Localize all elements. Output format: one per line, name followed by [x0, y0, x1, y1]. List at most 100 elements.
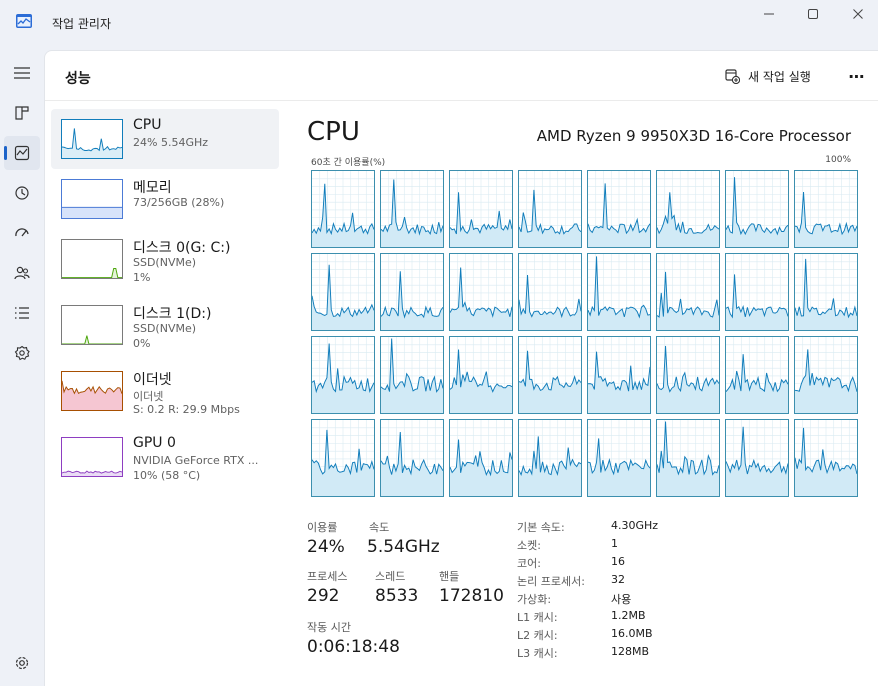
usage-label: 이용률: [307, 521, 338, 534]
nav-services[interactable]: [4, 336, 40, 370]
nav-app-history[interactable]: [4, 176, 40, 210]
minimize-icon: [764, 13, 774, 15]
resource-name: 디스크 0(G: C:): [133, 240, 231, 256]
info-value: 16.0MB: [611, 627, 653, 640]
logical-processor-graph: [656, 419, 720, 497]
info-value: 32: [611, 573, 625, 586]
close-button[interactable]: [843, 4, 873, 24]
graph-caption: 60초 간 이용률(%): [311, 158, 386, 168]
resource-name: 디스크 1(D:): [133, 306, 212, 322]
info-label: 기본 속도:: [517, 521, 565, 534]
logical-processor-graph: [518, 336, 582, 414]
settings-icon: [15, 656, 29, 670]
info-label: L2 캐시:: [517, 629, 558, 642]
nav-users[interactable]: [4, 256, 40, 290]
info-value: 사용: [611, 593, 632, 606]
logical-processor-graph: [311, 419, 375, 497]
resource-item-disk-1[interactable]: 디스크 1(D:) SSD(NVMe) 0%: [51, 295, 279, 355]
resource-usage: 0%: [133, 337, 151, 350]
logical-processor-graph: [449, 170, 513, 248]
more-options-button[interactable]: ⋯: [848, 66, 866, 86]
resource-name: GPU 0: [133, 435, 176, 451]
memory-thumbnail-graph: [61, 179, 123, 219]
logical-processor-graph: [587, 336, 651, 414]
nav-menu-button[interactable]: [4, 56, 40, 90]
logical-processor-graph: [794, 253, 858, 331]
app-title: 작업 관리자: [52, 17, 112, 31]
page-title: 성능: [65, 71, 91, 87]
resource-item-cpu[interactable]: CPU 24% 5.54GHz: [51, 109, 279, 169]
handles-label: 핸들: [439, 570, 460, 583]
resource-name: 이더넷: [133, 372, 172, 388]
graph-max-label: 100%: [825, 155, 851, 165]
details-icon: [15, 307, 29, 319]
page-header: 성능 새 작업 실행 ⋯: [45, 51, 878, 101]
logical-processor-graph: [794, 419, 858, 497]
logical-processor-graph: [518, 170, 582, 248]
uptime-label: 작동 시간: [307, 621, 351, 634]
resource-detail: SSD(NVMe): [133, 322, 197, 335]
resource-detail: 이더넷: [133, 390, 164, 403]
minimize-button[interactable]: [754, 4, 784, 24]
info-value: 16: [611, 555, 625, 568]
processes-value: 292: [307, 586, 340, 606]
hamburger-icon: [14, 67, 30, 79]
navigation-rail: [0, 50, 44, 686]
logical-processor-graph: [380, 419, 444, 497]
threads-label: 스레드: [375, 570, 406, 583]
ethernet-thumbnail-graph: [61, 371, 123, 411]
nav-startup-apps[interactable]: [4, 216, 40, 250]
info-value: 4.30GHz: [611, 519, 659, 532]
usage-value: 24%: [307, 537, 345, 557]
logical-processor-graph: [587, 170, 651, 248]
nav-settings[interactable]: [4, 646, 40, 680]
logical-processor-graph: [449, 253, 513, 331]
speed-label: 속도: [369, 521, 390, 534]
nav-details[interactable]: [4, 296, 40, 330]
app-history-icon: [15, 186, 29, 200]
resource-detail: SSD(NVMe): [133, 256, 197, 269]
disk1-thumbnail-graph: [61, 305, 123, 345]
processes-icon: [15, 106, 29, 120]
resource-item-disk-0[interactable]: 디스크 0(G: C:) SSD(NVMe) 1%: [51, 229, 279, 289]
title-bar: 작업 관리자: [0, 0, 878, 46]
speed-value: 5.54GHz: [367, 537, 440, 557]
resource-item-gpu[interactable]: GPU 0 NVIDIA GeForce RTX ... 10% (58 °C): [51, 427, 279, 487]
maximize-button[interactable]: [798, 4, 828, 24]
logical-processor-graph: [725, 419, 789, 497]
logical-processor-graph: [656, 253, 720, 331]
logical-processor-graph: [380, 336, 444, 414]
cpu-model-name: AMD Ryzen 9 9950X3D 16-Core Processor: [536, 127, 851, 145]
resource-item-ethernet[interactable]: 이더넷 이더넷 S: 0.2 R: 29.9 Mbps: [51, 361, 279, 421]
task-manager-app-icon: [16, 14, 32, 28]
info-label: L1 캐시:: [517, 611, 558, 624]
startup-apps-icon: [15, 228, 29, 237]
performance-icon: [14, 145, 30, 161]
active-indicator: [4, 146, 7, 160]
nav-processes[interactable]: [4, 96, 40, 130]
logical-processor-graphs: [311, 170, 859, 497]
info-label: 소켓:: [517, 539, 541, 552]
info-label: 코어:: [517, 557, 541, 570]
services-icon: [14, 345, 30, 361]
logical-processor-graph: [725, 253, 789, 331]
close-icon: [853, 9, 863, 19]
logical-processor-graph: [656, 336, 720, 414]
logical-processor-graph: [794, 170, 858, 248]
resource-detail: NVIDIA GeForce RTX ...: [133, 454, 259, 467]
info-label: 논리 프로세서:: [517, 575, 585, 588]
nav-performance[interactable]: [4, 136, 40, 170]
resource-name: CPU: [133, 117, 162, 133]
handles-value: 172810: [439, 586, 504, 606]
logical-processor-graph: [518, 419, 582, 497]
info-value: 128MB: [611, 645, 650, 658]
run-new-task-button[interactable]: 새 작업 실행: [725, 64, 811, 88]
resource-detail: 24% 5.54GHz: [133, 136, 209, 149]
logical-processor-graph: [794, 336, 858, 414]
logical-processor-graph: [656, 170, 720, 248]
resource-name: 메모리: [133, 180, 172, 196]
resource-item-memory[interactable]: 메모리 73/256GB (28%): [51, 169, 279, 229]
threads-value: 8533: [375, 586, 419, 606]
resource-throughput: S: 0.2 R: 29.9 Mbps: [133, 403, 240, 416]
info-label: 가상화:: [517, 593, 552, 606]
